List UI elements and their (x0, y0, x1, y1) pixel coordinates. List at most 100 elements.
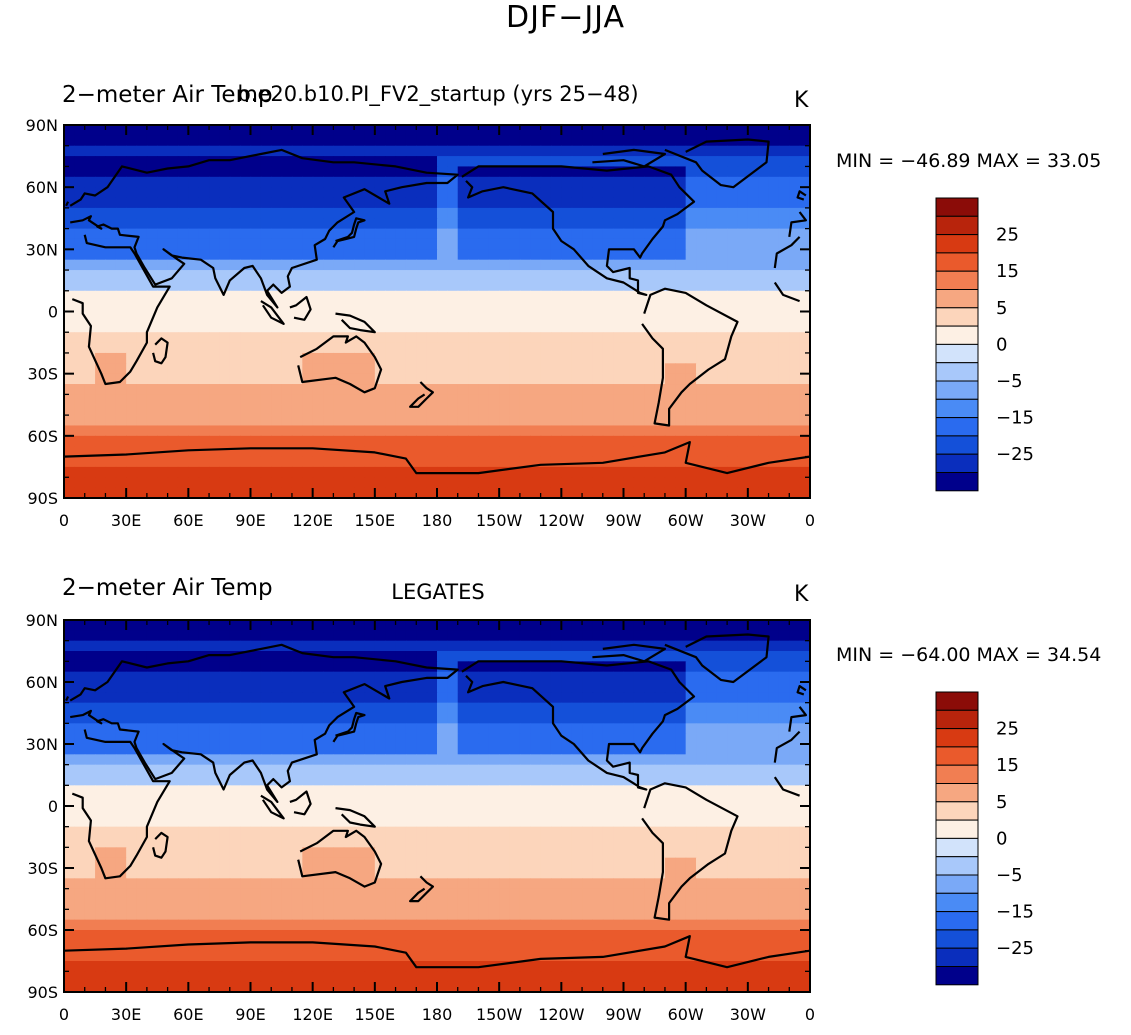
field-cell (623, 868, 635, 879)
field-cell (136, 332, 148, 344)
field-cell (115, 930, 127, 941)
field-cell (291, 806, 303, 817)
field-cell (488, 238, 500, 250)
field-cell (167, 733, 179, 745)
field-cell (219, 899, 231, 910)
field-cell (561, 682, 573, 693)
field-cell (291, 878, 303, 890)
field-cell (696, 878, 707, 890)
field-cell (768, 280, 780, 292)
field-cell (302, 682, 314, 693)
field-cell (509, 270, 521, 282)
field-cell (644, 456, 656, 468)
field-cell (385, 404, 397, 416)
field-cell (685, 878, 697, 890)
field-cell (271, 363, 283, 375)
field-cell (675, 744, 687, 755)
field-cell (602, 125, 614, 136)
field-cell (664, 384, 676, 395)
field-cell (95, 919, 107, 931)
field-cell (271, 207, 283, 219)
field-cell (426, 238, 438, 250)
field-cell (323, 342, 334, 354)
field-cell (333, 435, 345, 447)
field-cell (664, 651, 676, 662)
field-cell (437, 630, 448, 642)
field-cell (136, 888, 148, 900)
field-cell (312, 754, 324, 766)
field-cell (416, 456, 428, 468)
field-cell (364, 888, 376, 900)
field-cell (198, 352, 210, 364)
field-cell (602, 166, 614, 178)
field-cell (613, 733, 625, 745)
field-cell (126, 280, 138, 292)
field-cell (571, 332, 583, 344)
field-cell (799, 207, 810, 219)
field-cell (157, 373, 169, 385)
field-cell (157, 630, 169, 642)
field-cell (395, 764, 407, 776)
field-cell (488, 415, 500, 427)
field-cell (157, 435, 169, 447)
field-cell (146, 909, 158, 921)
field-cell (188, 888, 200, 900)
field-cell (177, 847, 189, 859)
field-cell (509, 363, 521, 375)
field-cell (188, 692, 200, 704)
field-cell (229, 857, 241, 869)
field-cell (789, 754, 801, 766)
field-cell (447, 394, 459, 406)
field-cell (468, 415, 480, 427)
field-cell (74, 857, 86, 869)
field-cell (385, 332, 397, 344)
field-cell (664, 311, 676, 323)
field-cell (685, 630, 697, 642)
field-cell (799, 826, 810, 838)
field-cell (789, 197, 801, 209)
field-cell (281, 394, 293, 406)
field-cell (240, 466, 252, 478)
field-cell (509, 135, 521, 147)
field-cell (188, 477, 200, 489)
field-cell (613, 135, 625, 147)
field-cell (426, 280, 438, 292)
field-cell (613, 394, 625, 406)
field-cell (644, 651, 656, 662)
field-cell (302, 166, 314, 178)
field-cell (343, 197, 355, 209)
field-cell (789, 373, 801, 385)
field-cell (374, 837, 386, 848)
field-cell (437, 342, 448, 354)
field-cell (291, 620, 303, 631)
field-cell (250, 930, 262, 941)
field-cell (530, 785, 542, 797)
field-cell (385, 857, 397, 869)
field-cell (405, 435, 417, 447)
field-cell (550, 630, 562, 642)
field-cell (582, 311, 594, 323)
lat-label: 0 (48, 303, 58, 322)
field-cell (727, 857, 739, 869)
field-cell (426, 775, 438, 786)
field-cell (95, 477, 107, 489)
field-cell (488, 384, 500, 395)
field-cell (696, 187, 707, 199)
field-cell (644, 125, 656, 136)
field-cell (146, 466, 158, 478)
field-cell (613, 764, 625, 776)
field-cell (499, 301, 511, 313)
field-cell (457, 404, 469, 416)
field-cell (323, 806, 334, 817)
field-cell (488, 620, 500, 631)
field-cell (240, 620, 252, 631)
field-cell (260, 145, 272, 157)
field-cell (416, 754, 428, 766)
field-cell (613, 754, 625, 766)
field-cell (437, 394, 448, 406)
field-cell (260, 826, 272, 838)
field-cell (447, 218, 459, 230)
field-cell (633, 446, 645, 458)
field-cell (768, 207, 780, 219)
field-cell (198, 930, 210, 941)
